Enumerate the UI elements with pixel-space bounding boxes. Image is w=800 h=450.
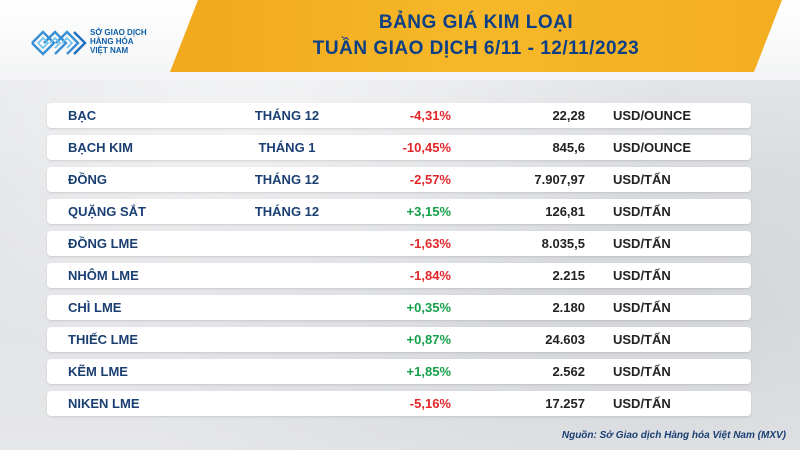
metal-name: QUẶNG SẮT [68, 204, 146, 219]
contract-month: THÁNG 12 [254, 172, 320, 187]
page-title: BẢNG GIÁ KIM LOẠI [378, 12, 574, 33]
price: 126,81 [545, 204, 585, 219]
price-change: -1,63% [409, 236, 451, 251]
mxv-logo: SỞ GIAO DỊCH HÀNG HÓA VIỆT NAM [20, 22, 170, 62]
price-unit: USD/TẤN [613, 300, 671, 315]
metal-name: CHÌ LME [68, 300, 122, 315]
price-change: +1,85% [406, 364, 451, 379]
logo-line-1: SỞ GIAO DỊCH [90, 28, 147, 37]
price: 8.035,5 [541, 236, 585, 251]
metal-name: NHÔM LME [68, 268, 139, 283]
metal-name: NIKEN LME [68, 396, 140, 411]
logo-line-2: HÀNG HÓA [90, 37, 134, 46]
price-change: -4,31% [409, 108, 451, 123]
metal-name: BẠCH KIM [68, 140, 133, 155]
metal-name: BẠC [68, 108, 97, 123]
price-change: -1,84% [409, 268, 451, 283]
price: 22,28 [552, 108, 585, 123]
price: 24.603 [545, 332, 585, 347]
price-unit: USD/TẤN [613, 268, 671, 283]
table-row: BẠC THÁNG 12 -4,31% 22,28 USD/OUNCE [47, 103, 751, 128]
table-row: KẼM LME +1,85% 2.562 USD/TẤN [47, 359, 751, 384]
table-row: THIẾC LME +0,87% 24.603 USD/TẤN [47, 327, 751, 352]
table-row: ĐỒNG LME -1,63% 8.035,5 USD/TẤN [47, 231, 751, 256]
price-change: +0,87% [406, 332, 451, 347]
table-row: ĐỒNG THÁNG 12 -2,57% 7.907,97 USD/TẤN [47, 167, 751, 192]
price: 2.215 [552, 268, 585, 283]
source-note: Nguồn: Sở Giao dịch Hàng hóa Việt Nam (M… [561, 430, 786, 441]
price: 845,6 [552, 140, 585, 155]
page-subtitle: TUẦN GIAO DỊCH 6/11 - 12/11/2023 [312, 38, 640, 59]
price-change: +0,35% [406, 300, 451, 315]
price-unit: USD/TẤN [613, 172, 671, 187]
metal-name: THIẾC LME [68, 332, 139, 347]
price-change: -10,45% [402, 140, 451, 155]
metal-name: ĐỒNG LME [68, 236, 139, 251]
metal-name: KẼM LME [68, 364, 128, 379]
logo-text: SỞ GIAO DỊCH HÀNG HÓA VIỆT NAM [90, 28, 170, 55]
price-unit: USD/OUNCE [613, 140, 692, 155]
logo-mark-icon [31, 30, 87, 56]
price-unit: USD/TẤN [613, 204, 671, 219]
price: 2.180 [552, 300, 585, 315]
contract-month: THÁNG 12 [254, 204, 320, 219]
table-row: CHÌ LME +0,35% 2.180 USD/TẤN [47, 295, 751, 320]
price: 17.257 [545, 396, 585, 411]
price-unit: USD/TẤN [613, 332, 671, 347]
table-row: NIKEN LME -5,16% 17.257 USD/TẤN [47, 391, 751, 416]
metal-name: ĐỒNG [68, 172, 107, 187]
table-row: NHÔM LME -1,84% 2.215 USD/TẤN [47, 263, 751, 288]
price-change: +3,15% [406, 204, 451, 219]
title-banner [170, 0, 782, 72]
price: 2.562 [552, 364, 585, 379]
price-unit: USD/OUNCE [613, 108, 692, 123]
table-row: QUẶNG SẮT THÁNG 12 +3,15% 126,81 USD/TẤN [47, 199, 751, 224]
logo-line-3: VIỆT NAM [90, 46, 129, 55]
price-unit: USD/TẤN [613, 236, 671, 251]
contract-month: THÁNG 12 [254, 108, 320, 123]
price: 7.907,97 [534, 172, 585, 187]
contract-month: THÁNG 1 [258, 140, 316, 155]
price-unit: USD/TẤN [613, 396, 671, 411]
price-change: -5,16% [409, 396, 451, 411]
table-row: BẠCH KIM THÁNG 1 -10,45% 845,6 USD/OUNCE [47, 135, 751, 160]
price-change: -2,57% [409, 172, 451, 187]
price-unit: USD/TẤN [613, 364, 671, 379]
